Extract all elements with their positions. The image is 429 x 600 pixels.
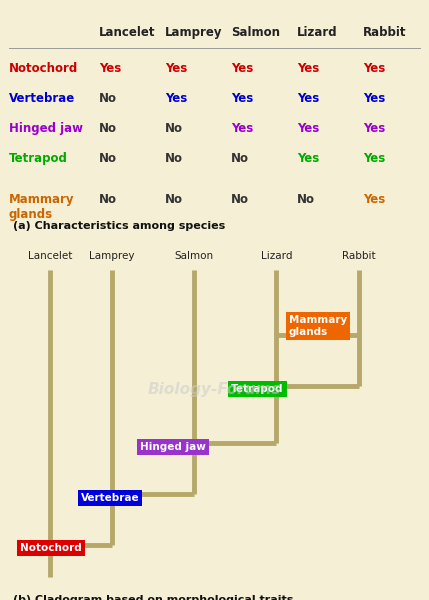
Text: Lancelet: Lancelet <box>99 26 156 39</box>
Text: Lamprey: Lamprey <box>165 26 223 39</box>
Text: Vertebrae: Vertebrae <box>81 493 139 503</box>
Text: Notochord: Notochord <box>20 543 82 553</box>
Text: No: No <box>297 193 315 206</box>
Text: Yes: Yes <box>297 122 319 136</box>
Text: Biology-Forums: Biology-Forums <box>148 382 281 397</box>
Text: Lizard: Lizard <box>260 251 292 261</box>
Text: Yes: Yes <box>99 62 121 75</box>
Text: No: No <box>99 122 117 136</box>
Text: Yes: Yes <box>363 193 385 206</box>
Text: Yes: Yes <box>363 92 385 105</box>
Text: No: No <box>231 152 249 166</box>
Text: Yes: Yes <box>363 62 385 75</box>
Text: Yes: Yes <box>297 152 319 166</box>
Text: Salmon: Salmon <box>231 26 280 39</box>
Text: No: No <box>99 193 117 206</box>
Text: Rabbit: Rabbit <box>342 251 375 261</box>
Text: Yes: Yes <box>231 122 253 136</box>
Text: No: No <box>99 92 117 105</box>
Text: Yes: Yes <box>297 62 319 75</box>
Text: Yes: Yes <box>297 92 319 105</box>
Text: Mammary
glands: Mammary glands <box>9 193 74 221</box>
Text: Tetrapod: Tetrapod <box>9 152 67 166</box>
Text: Tetrapod: Tetrapod <box>231 385 284 394</box>
Text: Mammary
glands: Mammary glands <box>289 315 347 337</box>
Text: (a) Characteristics among species: (a) Characteristics among species <box>13 221 225 231</box>
Text: Yes: Yes <box>363 152 385 166</box>
Text: Lamprey: Lamprey <box>89 251 134 261</box>
Text: No: No <box>99 152 117 166</box>
Text: Hinged jaw: Hinged jaw <box>9 122 82 136</box>
Text: Yes: Yes <box>231 92 253 105</box>
Text: No: No <box>231 193 249 206</box>
Text: Lizard: Lizard <box>297 26 338 39</box>
Text: Lancelet: Lancelet <box>27 251 72 261</box>
Text: No: No <box>165 122 183 136</box>
Text: No: No <box>165 193 183 206</box>
Text: Rabbit: Rabbit <box>363 26 406 39</box>
Text: Yes: Yes <box>165 62 187 75</box>
Text: Hinged jaw: Hinged jaw <box>140 442 206 452</box>
Text: Yes: Yes <box>363 122 385 136</box>
Text: Salmon: Salmon <box>174 251 214 261</box>
Text: Notochord: Notochord <box>9 62 78 75</box>
Text: Vertebrae: Vertebrae <box>9 92 75 105</box>
Text: Yes: Yes <box>231 62 253 75</box>
Text: No: No <box>165 152 183 166</box>
Text: (b) Cladogram based on morphological traits: (b) Cladogram based on morphological tra… <box>13 595 293 600</box>
Text: Yes: Yes <box>165 92 187 105</box>
